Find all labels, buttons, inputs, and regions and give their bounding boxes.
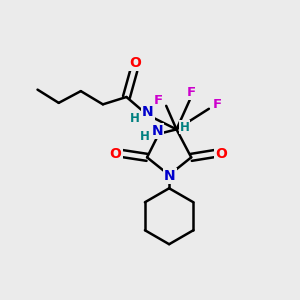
Text: N: N	[152, 124, 163, 138]
Text: H: H	[180, 121, 190, 134]
Text: F: F	[187, 86, 196, 99]
Text: F: F	[153, 94, 163, 107]
Text: O: O	[129, 56, 141, 70]
Text: F: F	[213, 98, 222, 111]
Text: O: O	[110, 146, 122, 161]
Text: H: H	[140, 130, 150, 143]
Text: O: O	[215, 146, 227, 161]
Text: H: H	[130, 112, 140, 125]
Text: N: N	[142, 105, 154, 119]
Text: N: N	[164, 169, 176, 183]
